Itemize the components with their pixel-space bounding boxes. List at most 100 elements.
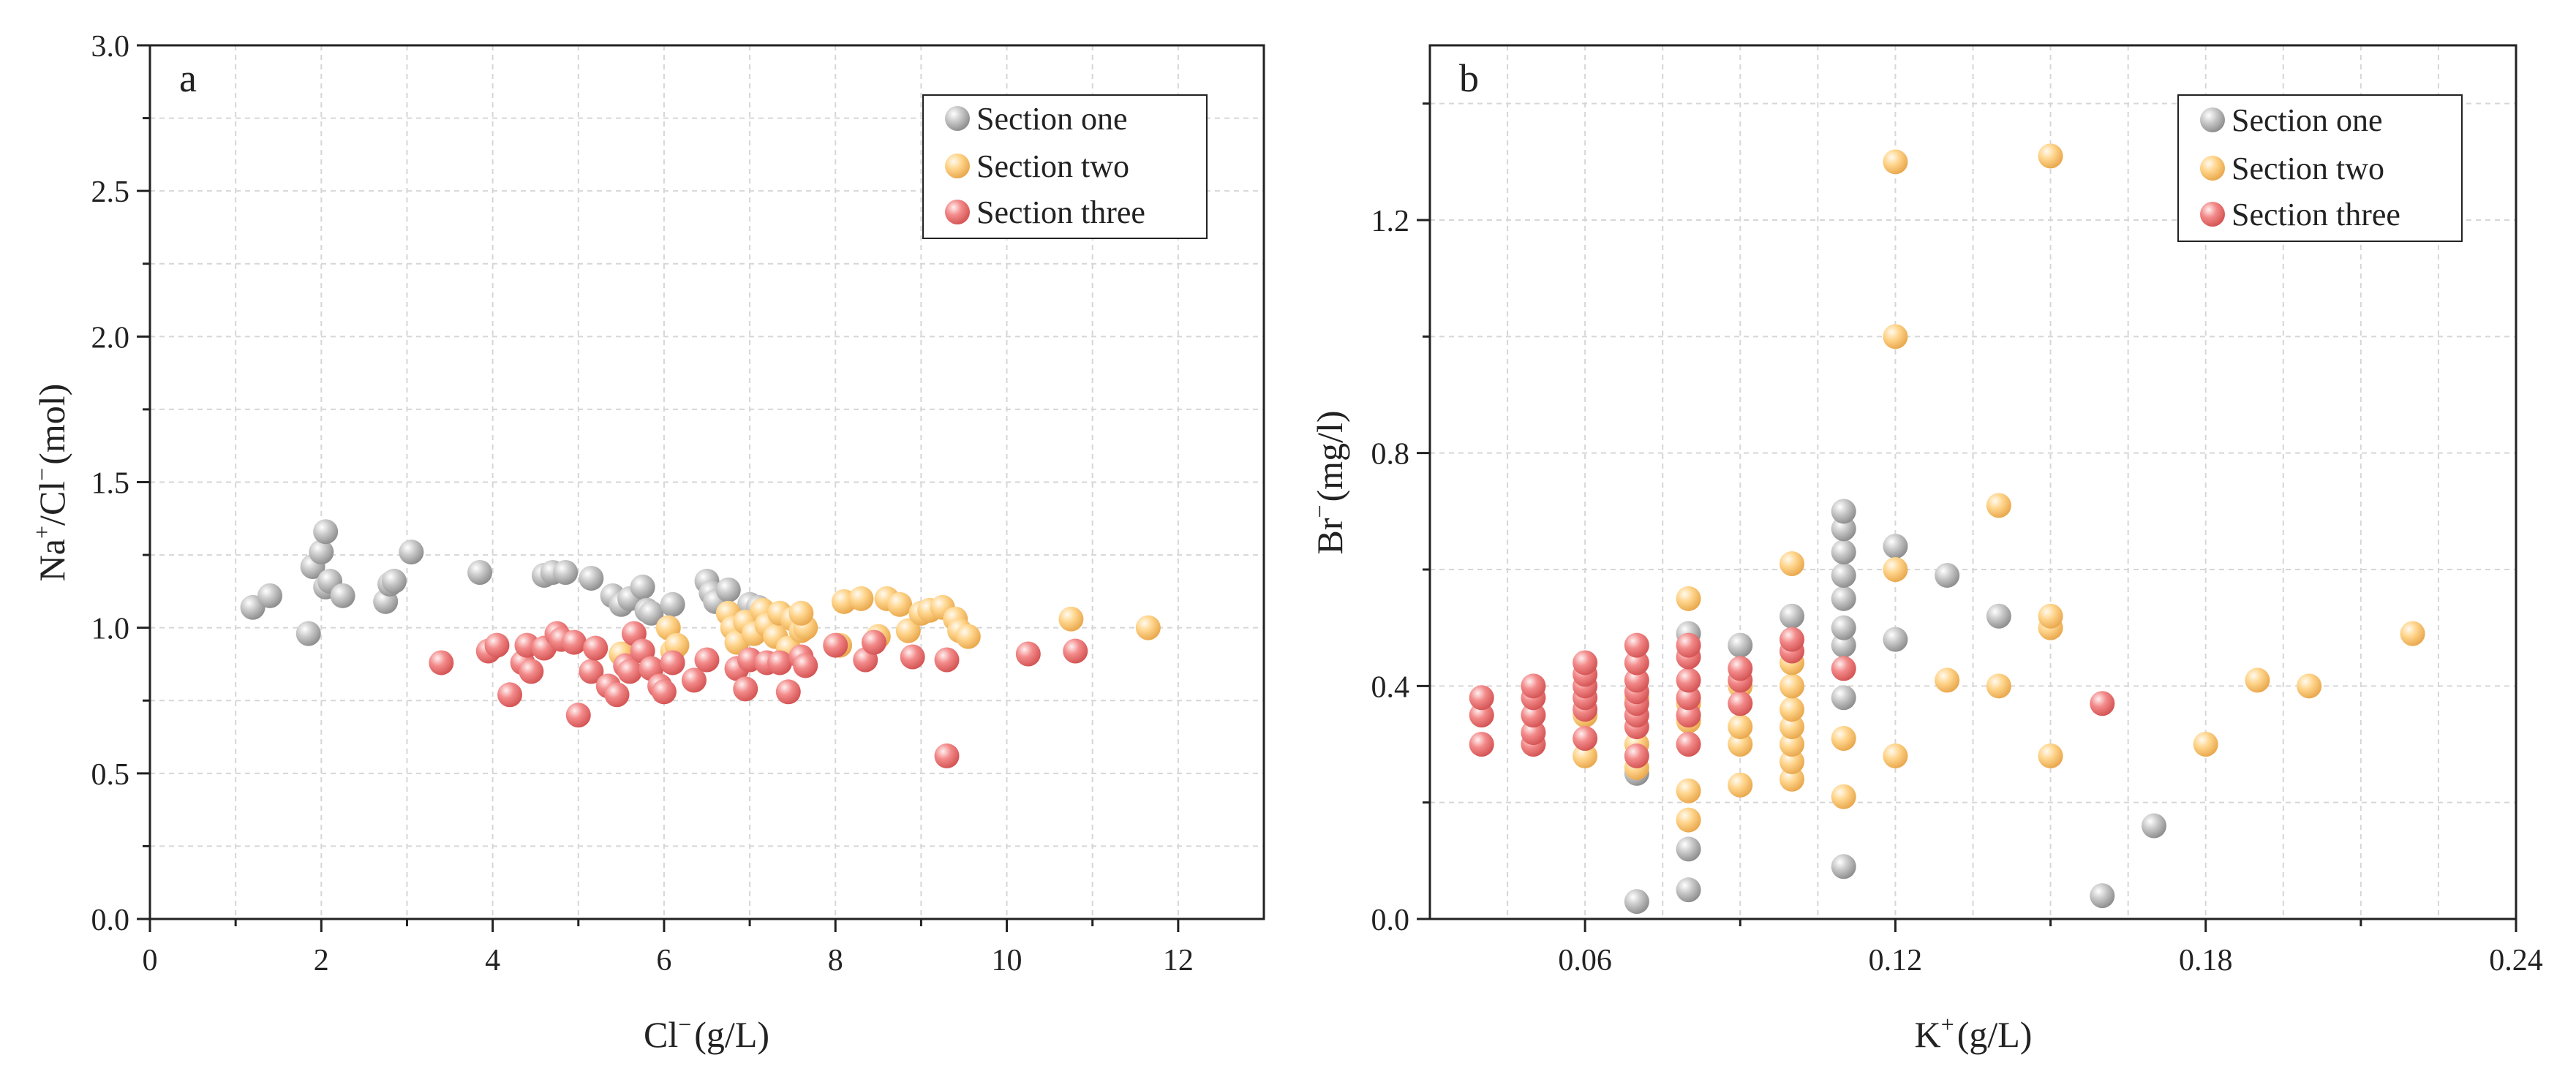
- panel-b-point-section-three: [1780, 627, 1804, 652]
- panel-b-point-section-two: [1986, 673, 2011, 699]
- panel-a-y-axis-label: Na+/Cl−(mol): [29, 384, 72, 582]
- panel-b-y-axis-label: Br−(mg/l): [1306, 410, 1350, 554]
- panel-b-point-section-three: [1624, 743, 1649, 768]
- panel-b-point-section-three: [1676, 685, 1701, 711]
- panel-b-point-section-three: [1728, 656, 1753, 681]
- panel-b-point-section-two: [1883, 324, 1908, 349]
- panel-a-point-section-three: [934, 647, 960, 673]
- panel-b: 0.06 0.12 0.18 0.24 0.0 0.4 0.8 1.2 b K+(g/L) B…: [1306, 44, 2543, 1055]
- panel-b-point-section-one: [1831, 562, 1856, 588]
- panel-b-point-section-three: [1676, 703, 1701, 728]
- panel-a-x-tick-label: 10: [992, 944, 1023, 977]
- panel-b-point-section-two: [2193, 732, 2218, 757]
- panel-a-point-section-three: [660, 650, 685, 676]
- panel-a-point-section-two: [887, 591, 913, 617]
- panel-a-point-section-one: [639, 600, 664, 626]
- panel-b-point-section-three: [1728, 691, 1753, 716]
- panel-b-point-section-three: [1521, 673, 1546, 699]
- panel-a-point-section-three: [651, 679, 677, 705]
- panel-a-point-section-one: [399, 540, 424, 565]
- panel-b-point-section-three: [1831, 656, 1856, 681]
- panel-a-point-section-three: [617, 659, 643, 684]
- panel-b-legend: Section one Section two Section three: [2177, 94, 2463, 242]
- panel-a: 0 2 4 6 8 10 12 0.0 0.5 1.0 1.5 2.0 2.5 3.0 a Cl−(g/L…: [29, 30, 1265, 1055]
- panel-b-point-section-two: [1883, 557, 1908, 582]
- panel-a-ticks: 0 2 4 6 8 10 12 0.0 0.5 1.0 1.5 2.0 2.5 3.0: [91, 30, 1194, 977]
- panel-a-point-section-three: [681, 667, 707, 693]
- panel-a-point-section-three: [694, 647, 720, 673]
- panel-a-point-section-three: [583, 635, 609, 661]
- panel-a-x-tick-label: 12: [1163, 944, 1194, 977]
- panel-b-legend-label-section-two: Section two: [2232, 151, 2384, 186]
- panel-b-legend-box: [2177, 94, 2463, 242]
- panel-b-point-section-one: [1935, 562, 1960, 588]
- panel-a-point-section-three: [604, 682, 630, 708]
- panel-a-point-section-one: [467, 559, 493, 585]
- panel-a-point-section-two: [788, 600, 814, 626]
- panel-a-letter: a: [179, 56, 197, 100]
- panel-a-point-section-three: [429, 650, 454, 676]
- panel-b-point-section-two: [1780, 749, 1804, 774]
- panel-b-point-section-three: [1573, 650, 1598, 676]
- panel-b-x-tick-label: 0.12: [1869, 944, 1923, 977]
- panel-b-y-tick-label: 0.4: [1371, 670, 1410, 704]
- panel-b-point-section-one: [1676, 836, 1701, 862]
- panel-b-point-section-two: [1728, 772, 1753, 798]
- panel-a-point-section-one: [715, 577, 741, 602]
- panel-a-point-section-three: [934, 743, 960, 768]
- panel-b-point-section-two: [1573, 743, 1598, 768]
- panel-a-points: [240, 519, 1161, 768]
- panel-b-point-section-three: [1469, 732, 1494, 757]
- panel-a-point-section-three: [823, 632, 848, 658]
- panel-b-point-section-one: [1883, 534, 1908, 559]
- panel-b-point-section-three: [1624, 632, 1649, 658]
- panel-a-legend-label-section-one: Section one: [976, 101, 1128, 137]
- panel-a-point-section-one: [381, 568, 407, 594]
- panel-a-y-tick-label: 0.5: [91, 758, 130, 792]
- panel-b-x-axis-label: K+(g/L): [1915, 1011, 2033, 1055]
- panel-b-point-section-one: [1831, 632, 1856, 658]
- panel-b-point-section-two: [1676, 807, 1701, 833]
- panel-b-point-section-two: [2400, 621, 2425, 646]
- panel-a-y-tick-label: 3.0: [91, 30, 130, 64]
- panel-b-point-section-two: [1883, 743, 1908, 768]
- panel-a-point-section-one: [257, 583, 283, 608]
- panel-b-point-section-one: [1780, 603, 1804, 629]
- panel-b-legend-label-section-three: Section three: [2232, 197, 2400, 232]
- panel-b-point-section-two: [1728, 732, 1753, 757]
- panel-b-point-section-three: [1676, 667, 1701, 693]
- panel-b-point-section-one: [1831, 685, 1856, 711]
- panel-a-point-section-one: [579, 565, 604, 591]
- panel-b-x-tick-label: 0.06: [1558, 944, 1612, 977]
- panel-b-ticks: 0.06 0.12 0.18 0.24 0.0 0.4 0.8 1.2: [1371, 102, 2543, 977]
- panel-b-point-section-two: [1728, 714, 1753, 740]
- panel-a-legend-marker-section-two: [945, 154, 970, 178]
- panel-b-letter: b: [1459, 56, 1479, 100]
- panel-a-point-section-one: [309, 540, 334, 565]
- panel-b-point-section-one: [1624, 889, 1649, 915]
- panel-b-point-section-three: [1521, 720, 1546, 746]
- panel-b-point-section-two: [1780, 551, 1804, 577]
- panel-b-point-section-three: [1624, 667, 1649, 693]
- panel-b-point-section-three: [1676, 632, 1701, 658]
- panel-b-point-section-three: [1521, 703, 1546, 728]
- panel-b-y-tick-label: 0.0: [1371, 904, 1410, 937]
- panel-b-point-section-three: [2090, 691, 2115, 716]
- panel-b-x-tick-label: 0.24: [2489, 944, 2543, 977]
- panel-b-point-section-two: [1676, 778, 1701, 803]
- panel-a-point-section-two: [955, 624, 981, 649]
- panel-a-point-section-three: [484, 632, 510, 658]
- panel-a-point-section-three: [519, 659, 544, 684]
- panel-b-point-section-two: [1883, 149, 1908, 175]
- panel-b-point-section-two: [1935, 667, 1960, 693]
- panel-b-point-section-two: [1831, 784, 1856, 809]
- panel-b-point-section-two: [2245, 667, 2270, 693]
- panel-b-point-section-two: [1676, 586, 1701, 611]
- panel-a-point-section-one: [295, 621, 321, 646]
- panel-b-point-section-one: [2090, 883, 2115, 909]
- panel-b-point-section-two: [1780, 714, 1804, 740]
- panel-b-point-section-two: [1780, 766, 1804, 792]
- panel-b-point-section-one: [1831, 854, 1856, 879]
- panel-b-point-section-three: [1624, 650, 1649, 676]
